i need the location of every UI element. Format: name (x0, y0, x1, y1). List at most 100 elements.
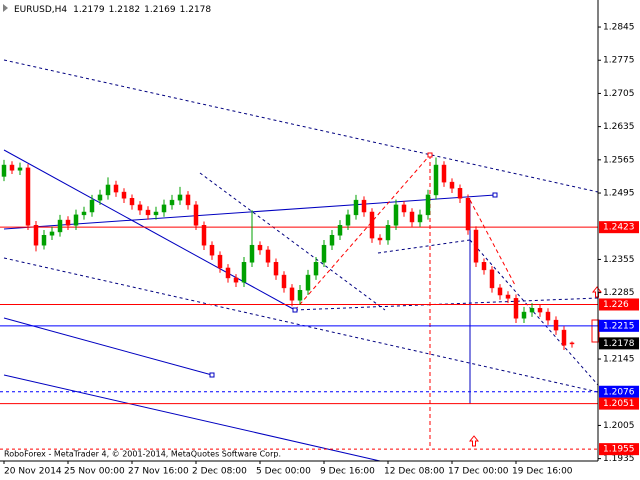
projection-line (469, 199, 516, 286)
candle-body (41, 234, 47, 246)
candle-body (273, 262, 279, 276)
candle-body (153, 211, 159, 216)
candle-body (353, 199, 359, 216)
candle-body (17, 167, 23, 171)
x-tick-label: 17 Dec 00:00 (448, 467, 509, 477)
candle-body (193, 204, 199, 226)
trend-line (3, 194, 496, 230)
quote-open: 1.2179 (73, 5, 105, 15)
candle-body (57, 219, 63, 233)
candle-body (393, 204, 399, 226)
anchor-point (427, 152, 433, 158)
candle-body (89, 199, 95, 213)
candle-body (65, 219, 71, 226)
quote-high: 1.2182 (109, 5, 141, 15)
candle-body (1, 164, 7, 177)
candle-body (537, 308, 543, 313)
candle-body (177, 194, 183, 201)
candle-body (449, 181, 455, 189)
y-tick-label: 1.2705 (603, 89, 635, 99)
candle-body (417, 214, 423, 223)
candle-body (225, 267, 231, 279)
candle-body (497, 287, 503, 296)
candle-body (529, 308, 535, 313)
candle-body (297, 290, 303, 301)
trend-line (3, 374, 381, 462)
symbol-icon (3, 4, 8, 12)
candle-body (513, 298, 519, 319)
level-label-box (599, 397, 639, 410)
anchor-point (492, 192, 498, 198)
candle-body (377, 237, 383, 241)
candle-body (561, 329, 567, 346)
candle-body (25, 167, 31, 226)
candle-body (465, 197, 471, 231)
x-tick-label: 25 Nov 00:00 (64, 467, 125, 477)
quote-low: 1.2169 (144, 5, 176, 15)
candle-body (401, 204, 407, 213)
candle-body (73, 214, 79, 226)
x-tick-label: 20 Nov 2014 (4, 467, 62, 477)
candle-body (305, 274, 311, 291)
x-tick-label: 9 Dec 16:00 (320, 467, 375, 477)
header: EURUSD,H4 1.2179 1.2182 1.2169 1.2178 (14, 5, 211, 15)
y-tick-label: 1.2285 (603, 288, 635, 298)
candle-body (169, 199, 175, 206)
candle-body (289, 287, 295, 301)
level-label: 1.2076 (603, 387, 635, 397)
y-tick-label: 1.1935 (603, 454, 635, 464)
x-tick-label: 5 Dec 00:00 (256, 467, 311, 477)
candle-body (97, 194, 103, 201)
candle-body (9, 164, 15, 171)
x-tick-label: 19 Dec 16:00 (512, 467, 573, 477)
x-tick-label: 2 Dec 08:00 (192, 467, 247, 477)
candle-body (249, 244, 255, 263)
candle-body (233, 277, 239, 283)
up-arrow (468, 435, 480, 447)
candle-body (489, 269, 495, 289)
level-label: 1.2051 (603, 399, 635, 409)
candle-body (257, 244, 263, 251)
candle-body (521, 311, 527, 319)
level-label-box (599, 298, 639, 311)
y-tick-label: 1.2635 (603, 122, 635, 132)
level-label: 1.2423 (603, 223, 635, 233)
candle-body (105, 184, 111, 196)
candle-body (321, 244, 327, 263)
level-label-box (599, 221, 639, 234)
candle-body (553, 319, 559, 331)
level-label-box (599, 385, 639, 398)
candle-body (129, 197, 135, 206)
candle-body (185, 194, 191, 206)
candle-body (201, 225, 207, 246)
level-label: 1.2215 (603, 321, 635, 331)
candle-body (545, 311, 551, 321)
candle-body (145, 209, 151, 216)
y-tick-label: 1.2145 (603, 355, 635, 365)
y-tick-label: 1.2495 (603, 189, 635, 199)
channel-line (199, 172, 386, 311)
anchor-point (292, 307, 298, 313)
candle-body (345, 214, 351, 226)
candle-body (113, 184, 119, 193)
candle-body (481, 262, 487, 271)
level-label: 1.1955 (603, 445, 635, 455)
symbol: EURUSD,H4 (14, 5, 67, 15)
y-tick-label: 1.2005 (603, 421, 635, 431)
candle-body (281, 274, 287, 289)
trend-line (3, 149, 296, 311)
candle-body (121, 191, 127, 199)
y-tick-label: 1.2845 (603, 23, 635, 33)
candle-body (265, 249, 271, 263)
trend-line (3, 317, 213, 376)
candle-body (385, 225, 391, 241)
level-label-box (599, 337, 639, 350)
y-tick-label: 1.2565 (603, 155, 635, 165)
candle-body (409, 211, 415, 223)
level-label: 1.226 (603, 300, 629, 310)
footer: RoboForex - MetaTrader 4, © 2001-2014, M… (4, 450, 281, 459)
candle-body (81, 211, 87, 216)
candle-body (161, 204, 167, 213)
candle-body (505, 294, 511, 299)
